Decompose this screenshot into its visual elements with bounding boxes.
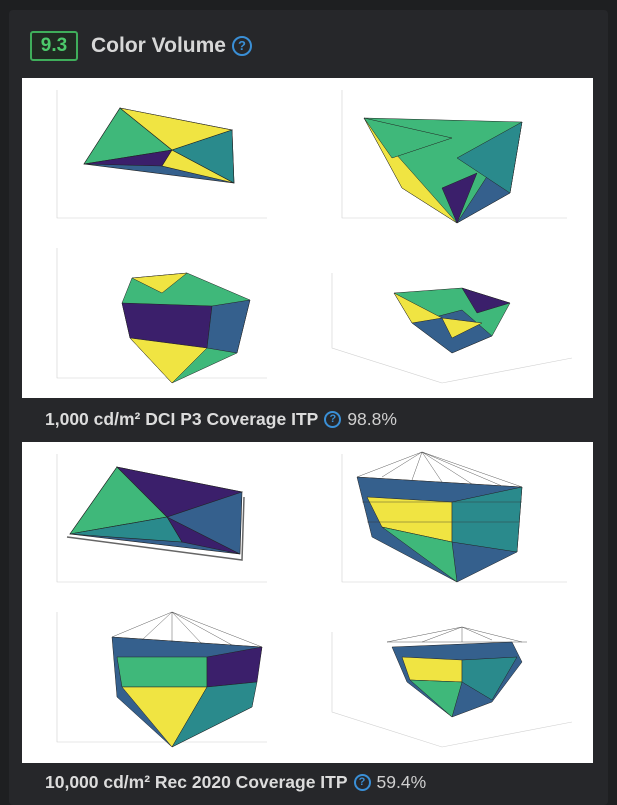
color-volume-image-rec2020[interactable] [22,442,593,763]
color-volume-image-p3[interactable] [22,78,593,398]
caption-label: 1,000 cd/m² DCI P3 Coverage ITP [45,408,319,429]
caption-p3: 1,000 cd/m² DCI P3 Coverage ITP ? 98.8% [45,404,397,434]
caption-rec2020: 10,000 cd/m² Rec 2020 Coverage ITP ? 59.… [45,767,426,797]
section-header: 9.3 Color Volume ? [30,29,252,63]
score-badge: 9.3 [30,31,78,61]
caption-label: 10,000 cd/m² Rec 2020 Coverage ITP [45,771,348,792]
question-circle-icon[interactable]: ? [231,36,252,56]
section-title: Color Volume [91,34,226,57]
caption-value: 98.8% [347,408,397,429]
caption-value: 59.4% [376,771,427,792]
question-circle-icon[interactable]: ? [324,410,342,428]
question-circle-icon[interactable]: ? [353,773,371,791]
